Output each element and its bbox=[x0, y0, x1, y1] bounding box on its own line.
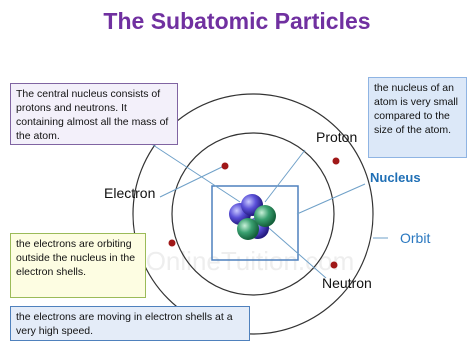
info-box: the electrons are orbiting outside the n… bbox=[10, 233, 146, 298]
nucleus-box bbox=[211, 185, 299, 261]
info-box: The central nucleus consists of protons … bbox=[10, 83, 178, 145]
inner-orbit bbox=[171, 132, 335, 296]
watermark: OnlineTuition.com bbox=[146, 246, 355, 276]
info-box: the electrons are moving in electron she… bbox=[10, 306, 250, 341]
leader-lines bbox=[149, 142, 388, 279]
nucleus bbox=[229, 194, 276, 240]
neutron-label: Neutron bbox=[322, 275, 372, 291]
proton-label: Proton bbox=[316, 129, 357, 145]
nucleus-label: Nucleus bbox=[370, 170, 421, 185]
title: The Subatomic Particles bbox=[103, 8, 371, 34]
electrons bbox=[168, 157, 340, 269]
orbit-label: Orbit bbox=[400, 230, 430, 246]
outer-orbit bbox=[132, 93, 374, 335]
electron-label: Electron bbox=[104, 185, 155, 201]
info-box: the nucleus of an atom is very small com… bbox=[368, 77, 467, 158]
